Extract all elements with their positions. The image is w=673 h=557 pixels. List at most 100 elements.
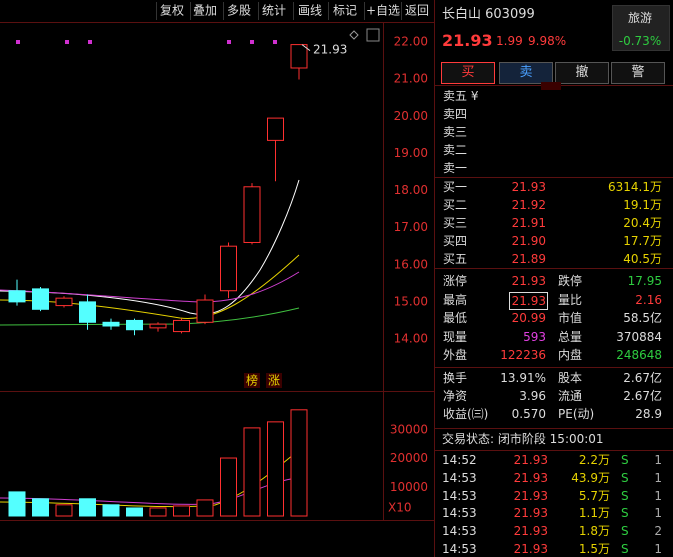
buy-volume: 17.7万 [623, 234, 662, 248]
volume-bar [196, 499, 214, 517]
badge: 榜 [246, 373, 258, 388]
stat-value: 122236 [500, 348, 546, 362]
sell-label: 卖四 [443, 107, 468, 121]
trade-volume: 5.7万 [578, 488, 610, 503]
candle-body [102, 321, 120, 327]
toolbar-button[interactable]: 返回 [405, 4, 429, 18]
volume-bar [243, 427, 261, 517]
trade-count: 1 [654, 453, 662, 467]
trade-count: 2 [654, 524, 662, 539]
finance-label: 收益(㈢) [443, 407, 489, 421]
toolbar-button[interactable]: 叠加 [193, 4, 217, 18]
volume-bar [32, 498, 49, 517]
volume-tick-label: 20000 [390, 451, 428, 465]
stat-value: 2.16 [635, 292, 662, 307]
finance-value: 13.91% [500, 371, 546, 385]
stat-value: 593 [523, 329, 546, 344]
sell-label: 卖五 ¥ [443, 89, 479, 103]
trade-side: S [621, 470, 629, 485]
volume-bar [79, 498, 96, 517]
sell-label: 卖三 [443, 125, 468, 139]
stat-label: 市值 [558, 311, 583, 325]
candle-body [290, 44, 308, 69]
stat-value: 21.93 [509, 291, 548, 310]
price-tick-label: 18.00 [394, 183, 428, 197]
buy-volume: 19.1万 [623, 198, 662, 212]
volume-bar [102, 504, 120, 517]
trade-button[interactable]: 撤 [555, 62, 609, 84]
trade-time: 14:53 [442, 470, 477, 485]
buy-volume: 6314.1万 [608, 180, 662, 194]
finance-label: 换手 [443, 371, 468, 385]
trade-price: 21.93 [513, 506, 548, 521]
trade-time: 14:53 [442, 524, 477, 539]
trade-button[interactable]: 警 [611, 62, 665, 84]
stat-value: 21.93 [511, 274, 546, 288]
candle-body [79, 301, 96, 323]
finance-label: 净资 [443, 389, 468, 403]
sell-label: 卖二 [443, 143, 468, 157]
ma-line [0, 271, 300, 303]
toolbar-button[interactable]: 统计 [262, 4, 286, 18]
stat-label: 外盘 [443, 348, 468, 362]
stat-label: 最低 [443, 311, 468, 325]
sell-label: 卖一 [443, 161, 468, 175]
candle-body [173, 319, 190, 333]
price-tick-label: 16.00 [394, 257, 428, 271]
separator [435, 177, 673, 178]
last-price: 21.93 [442, 31, 493, 50]
volume-bar [55, 504, 73, 517]
trade-count: 1 [654, 542, 662, 556]
trade-button[interactable]: 卖 [499, 62, 553, 84]
ma-line [0, 179, 300, 315]
toolbar-button[interactable]: 画线 [298, 4, 322, 18]
price-tick-label: 15.00 [394, 294, 428, 308]
toolbar-bg [0, 0, 435, 22]
separator [435, 367, 673, 368]
volume-tick-label: 30000 [390, 422, 428, 436]
toolbar-button[interactable]: +自选 [366, 4, 400, 18]
stat-value: 248648 [616, 348, 662, 362]
sector-box[interactable] [612, 5, 670, 51]
finance-value: 28.9 [635, 407, 662, 421]
buy-label: 买五 [443, 252, 468, 266]
annotation-arrow [301, 44, 311, 51]
trade-count: 1 [654, 506, 662, 521]
volume-bar [220, 457, 237, 517]
stat-value: 17.95 [627, 274, 662, 288]
trade-status: 交易状态: 闭市阶段 15:00:01 [442, 432, 604, 446]
diamond-icon[interactable] [349, 30, 359, 40]
buy-price: 21.93 [511, 180, 546, 194]
trade-price: 21.93 [513, 470, 548, 485]
stat-label: 内盘 [558, 348, 583, 362]
price-tick-label: 22.00 [394, 35, 428, 49]
collapse-arrow [541, 82, 561, 90]
finance-value: 0.570 [511, 407, 546, 421]
separator [435, 268, 673, 269]
event-dots [16, 40, 277, 44]
trade-volume: 1.1万 [578, 506, 610, 521]
price-tick-label: 20.00 [394, 109, 428, 123]
trade-button[interactable]: 买 [441, 62, 495, 84]
trade-time: 14:53 [442, 506, 477, 521]
separator [435, 450, 673, 451]
stat-label: 最高 [443, 292, 468, 307]
toolbar-button[interactable]: 标记 [333, 4, 357, 18]
buy-label: 买四 [443, 234, 468, 248]
sector-change: -0.73% [618, 34, 662, 48]
trade-volume: 1.5万 [578, 542, 610, 556]
price-tick-label: 17.00 [394, 220, 428, 234]
candle-body [149, 323, 167, 329]
trade-side: S [621, 488, 629, 503]
trade-price: 21.93 [513, 542, 548, 556]
volume-bar [173, 505, 190, 517]
toolbar-button[interactable]: 多股 [227, 4, 251, 18]
toolbar-button[interactable]: 复权 [160, 4, 184, 18]
volume-tick-label: 10000 [390, 480, 428, 494]
buy-price: 21.90 [511, 234, 546, 248]
ma-line [0, 307, 300, 326]
panel-toggle[interactable] [366, 28, 380, 42]
trade-time: 14:52 [442, 453, 477, 467]
trade-volume: 43.9万 [571, 470, 610, 485]
kline-chart: 复权 叠加 多股 统计 画线 标记 +自选 返回 22.00 21.00 20.00 19.00 18.… [0, 0, 435, 557]
